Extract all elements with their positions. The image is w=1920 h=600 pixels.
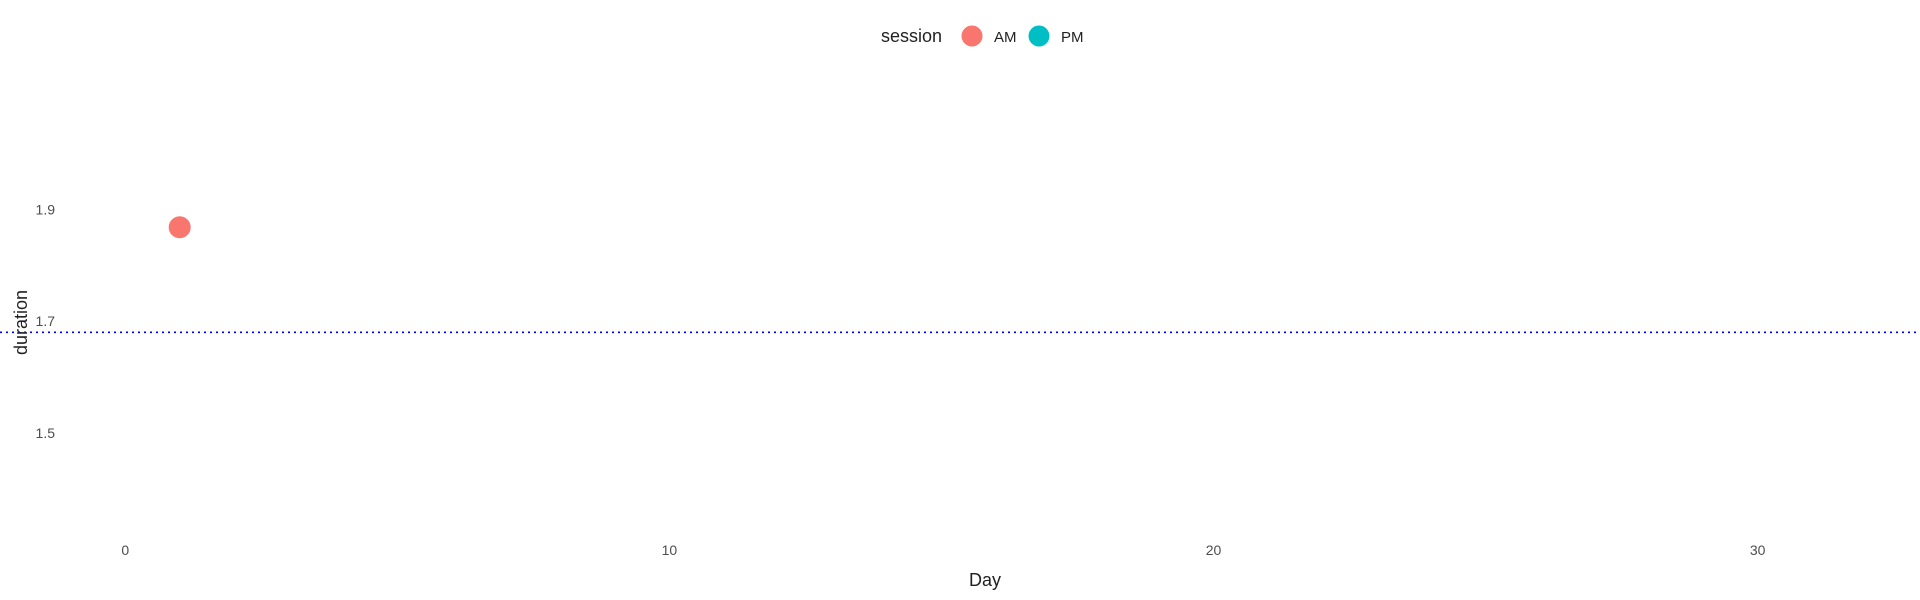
y-axis-ticks: 1.5 1.7 1.9 (36, 201, 56, 440)
data-point-am (168, 216, 191, 239)
y-axis-title: duration (11, 290, 31, 355)
legend-label-pm: PM (1061, 29, 1084, 46)
legend-label-am: AM (994, 29, 1017, 46)
data-points (168, 216, 191, 239)
legend: session AM PM (881, 25, 1084, 47)
x-tick-label: 0 (121, 542, 129, 558)
y-tick-label: 1.5 (36, 425, 56, 441)
x-axis-ticks: 0 10 20 30 (121, 542, 1765, 558)
legend-key-am (961, 25, 983, 47)
legend-key-pm (1028, 25, 1050, 47)
legend-title: session (881, 26, 942, 46)
y-tick-label: 1.9 (36, 201, 56, 217)
x-axis-title: Day (969, 570, 1001, 590)
x-tick-label: 20 (1206, 542, 1222, 558)
x-tick-label: 30 (1750, 542, 1766, 558)
x-tick-label: 10 (662, 542, 678, 558)
y-tick-label: 1.7 (36, 313, 56, 329)
